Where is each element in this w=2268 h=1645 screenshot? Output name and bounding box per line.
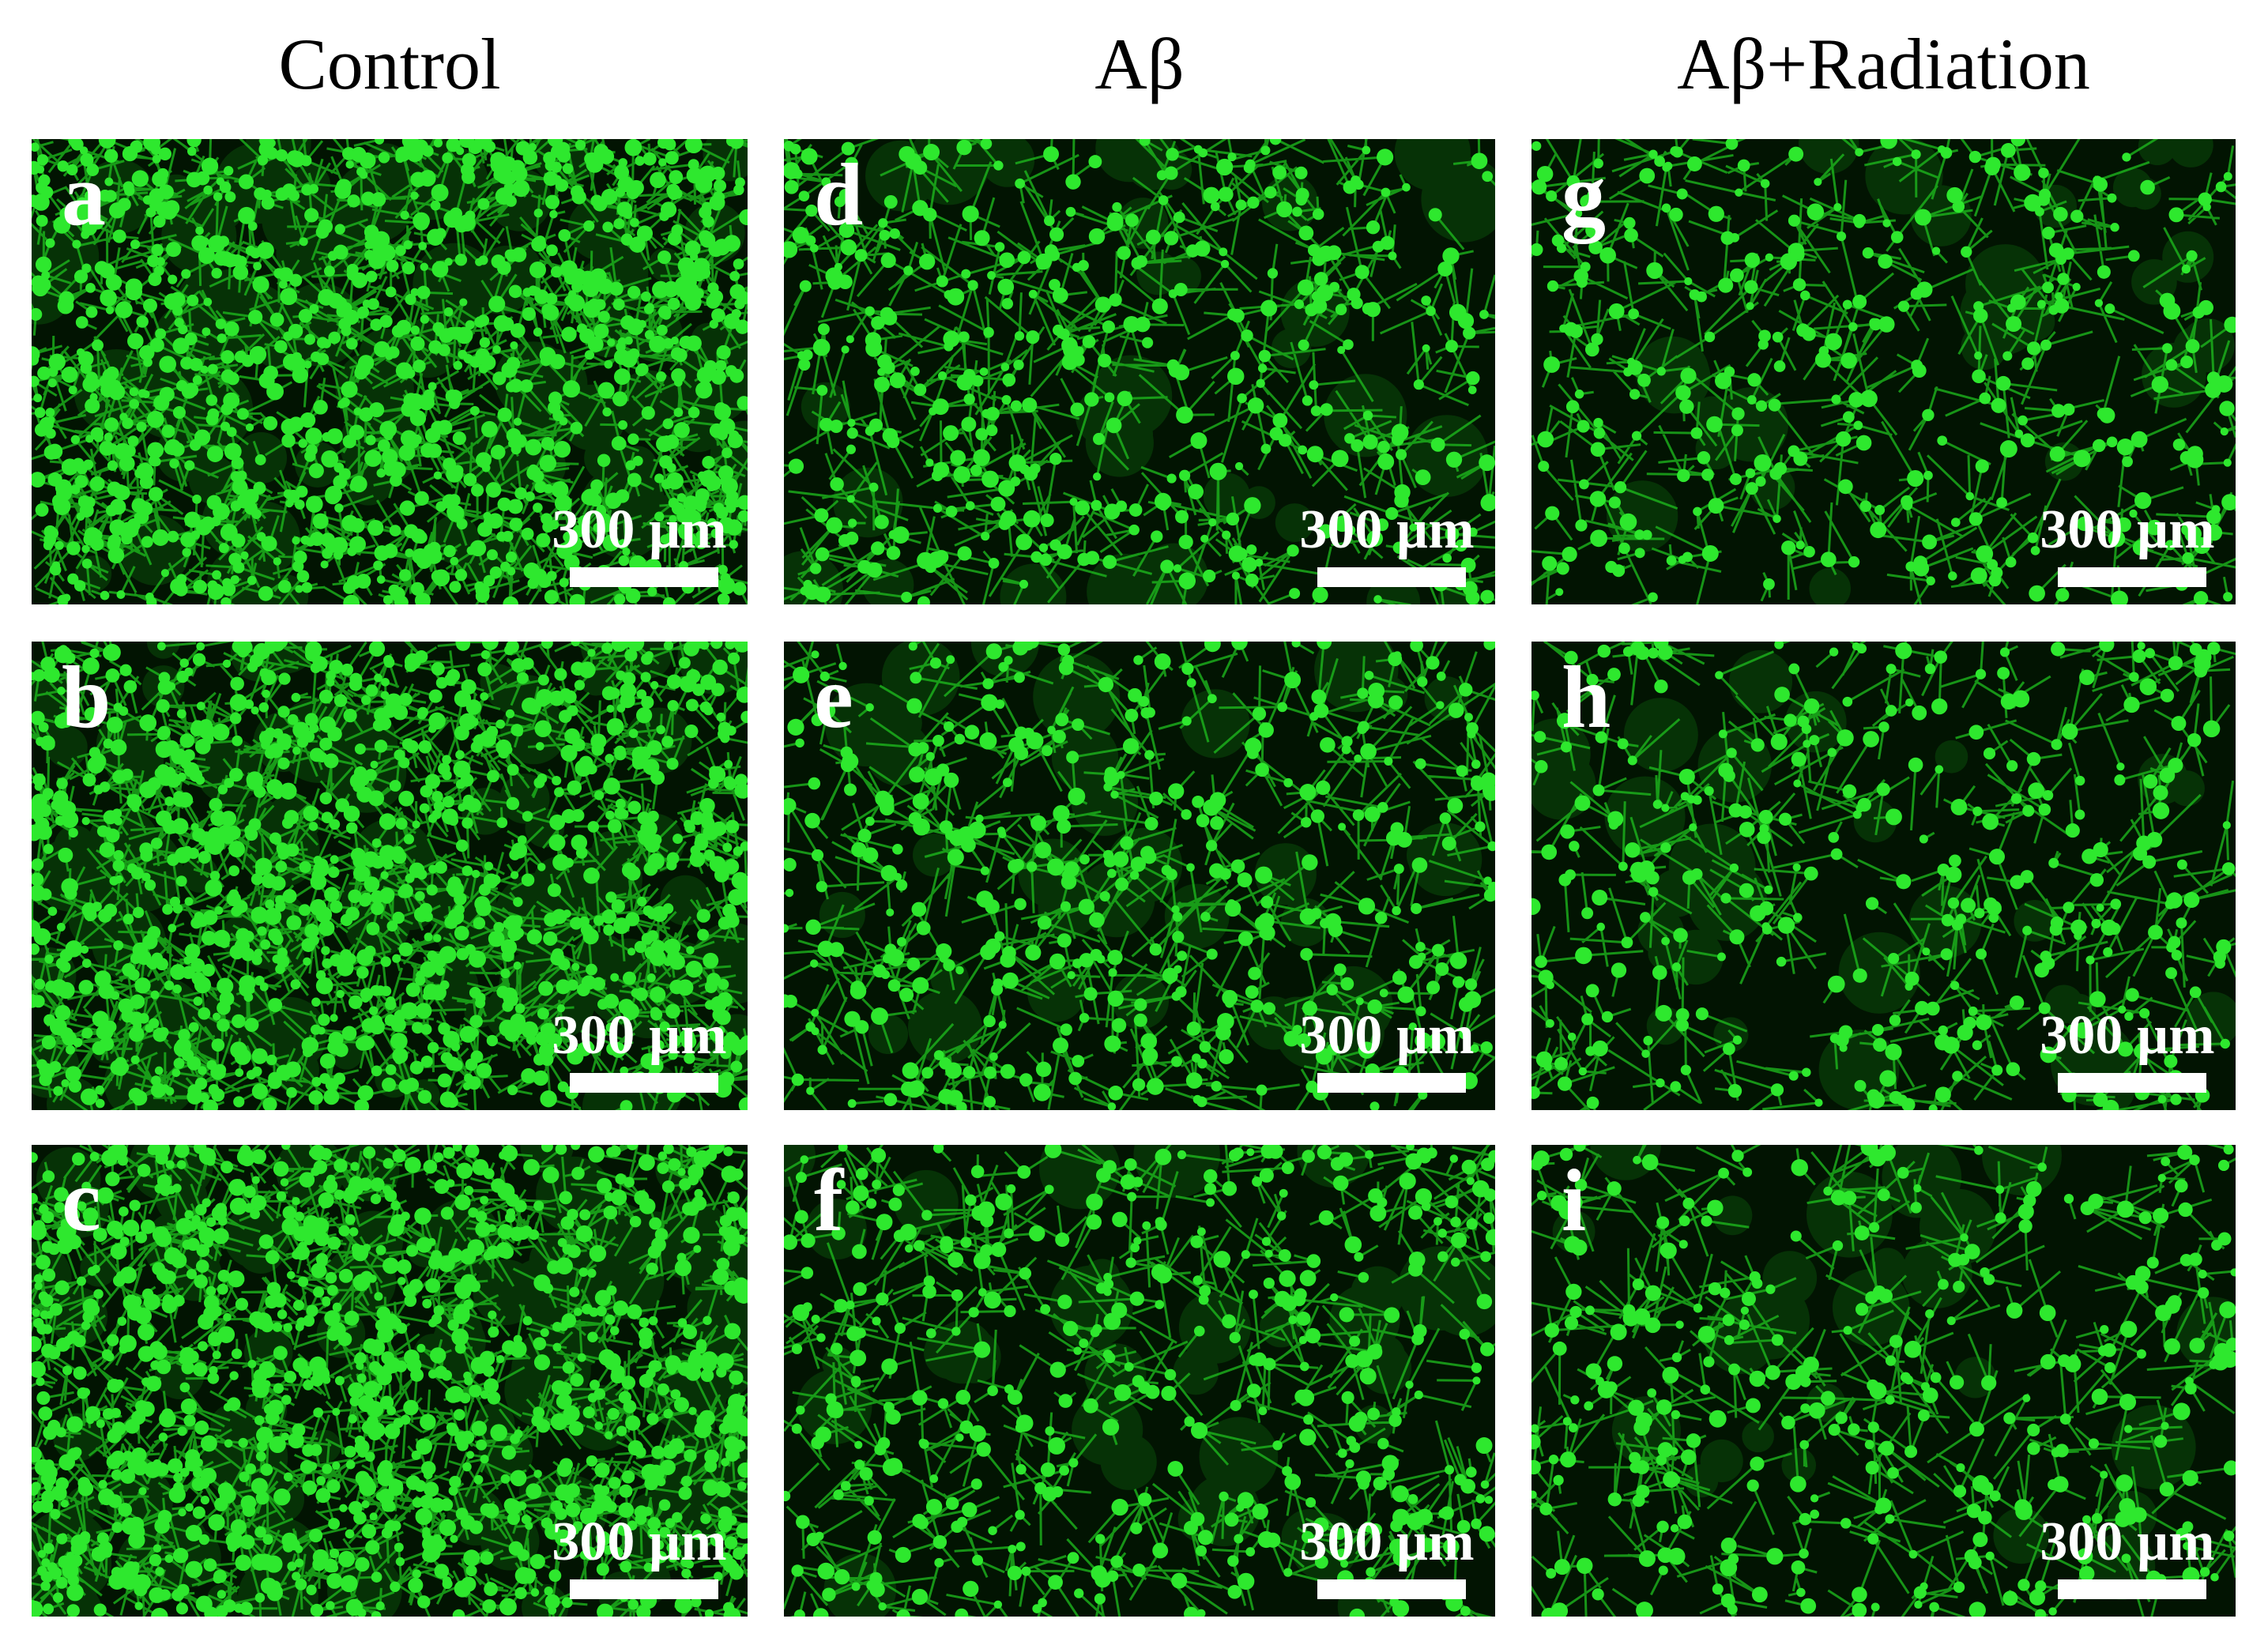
cells [32,1145,748,1617]
scale-bar-label: 300 µm [1299,1005,1474,1066]
panel-label: b [62,649,111,747]
cells [1531,1145,2236,1617]
micrograph-panel: c 300 µm [32,1145,748,1617]
scale-bar [570,1073,718,1093]
micrograph-panel: f 300 µm [784,1145,1495,1617]
cell-body [32,1145,748,1617]
panel-label: g [1562,146,1606,244]
cell-body [32,642,748,1110]
cell-body [32,139,748,604]
cell-halo [784,139,1495,604]
column-title: Aβ [1094,24,1184,104]
panel-label: a [62,146,106,244]
panel-label: c [62,1152,101,1250]
cells [32,139,748,604]
scale-bar-label: 300 µm [552,1005,726,1066]
cells [784,139,1495,604]
micrograph-panel: i 300 µm [1531,1145,2236,1617]
cell-body [784,1145,1495,1617]
micrograph-panel: d 300 µm [784,139,1495,604]
cell-halo [1606,139,2235,604]
cells [1531,642,2236,1110]
micrograph-panel: a 300 µm [32,139,748,604]
micrograph-panel: h 300 µm [1531,642,2236,1110]
micrograph-panel: b 300 µm [32,642,748,1110]
scale-bar [570,567,718,587]
scale-bar [1317,1073,1466,1093]
scale-bar [570,1579,718,1599]
micrograph-panel: g 300 µm [1531,139,2236,604]
cell-body [1531,139,2236,604]
scale-bar-label: 300 µm [2040,1005,2214,1066]
cells [32,642,748,1110]
panel-label: e [814,649,853,747]
scale-bar-label: 300 µm [2040,499,2214,560]
column-title: Aβ+Radiation [1677,24,2090,104]
cells [1531,139,2236,604]
cells [784,642,1495,1110]
scale-bar [2058,1579,2206,1599]
scale-bar-label: 300 µm [2040,1511,2214,1572]
scale-bar [1317,567,1466,587]
panel-label: h [1562,649,1611,747]
cell-body [1531,1145,2236,1617]
cells [784,1145,1495,1617]
panel-label: i [1562,1152,1586,1250]
scale-bar-label: 300 µm [1299,1511,1474,1572]
scale-bar-label: 300 µm [552,499,726,560]
panel-label: f [814,1152,845,1250]
cell-body [784,642,1495,1110]
scale-bar [1317,1579,1466,1599]
scale-bar [2058,567,2206,587]
panel-label: d [814,146,863,244]
cell-body [1531,642,2236,1110]
scale-bar-label: 300 µm [552,1511,726,1572]
micrograph-panel: e 300 µm [784,642,1495,1110]
cell-body [784,139,1495,604]
column-title: Control [278,24,500,104]
scale-bar-label: 300 µm [1299,499,1474,560]
scale-bar [2058,1073,2206,1093]
